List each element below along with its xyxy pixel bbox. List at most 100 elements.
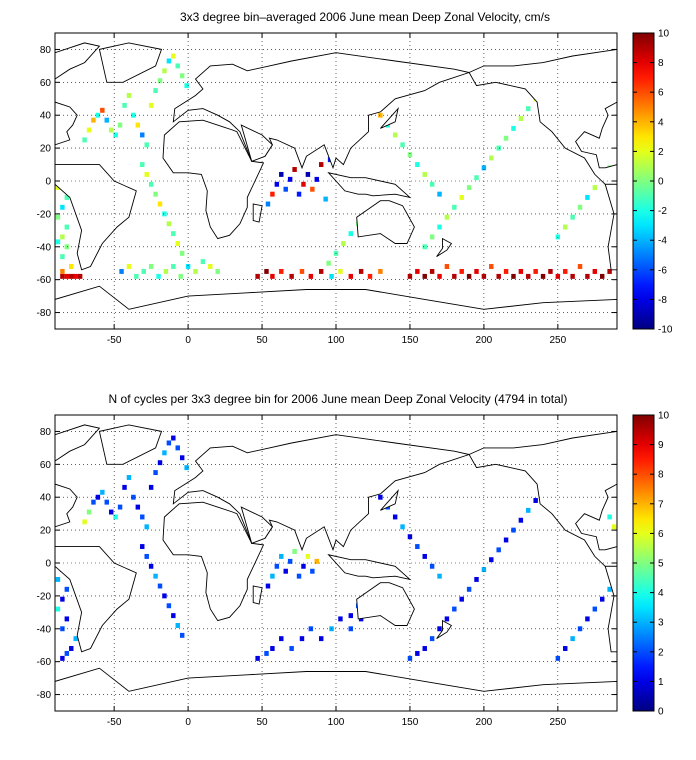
cycle-count-bin-cell — [64, 616, 70, 622]
velocity-bin-cell — [466, 185, 472, 191]
velocity-colorbar-tick-label: 4 — [658, 117, 664, 128]
velocity-bin-cell — [144, 171, 149, 177]
cycle-count-bin-cell — [466, 586, 472, 592]
velocity-bin-cell — [378, 268, 383, 274]
velocity-x-tick-label: -50 — [107, 335, 122, 346]
velocity-bin-cell — [607, 268, 612, 274]
velocity-bin-cell — [157, 78, 163, 84]
velocity-y-tick-label: -60 — [37, 275, 52, 286]
cycle-count-bin-cell — [310, 568, 315, 574]
velocity-colorbar-tick-label: 8 — [658, 58, 664, 69]
velocity-bin-cell — [415, 162, 420, 168]
velocity-bin-cell — [533, 268, 538, 274]
velocity-bin-cell — [407, 152, 413, 158]
cycle-count-bin-cell — [299, 636, 305, 642]
velocity-bin-cell — [148, 102, 154, 108]
velocity-colorbar-tick-label: 10 — [658, 29, 670, 40]
cycle-count-bin-cell — [570, 636, 575, 642]
velocity-bin-cell — [265, 201, 271, 207]
velocity-bin-cell — [429, 234, 435, 240]
cycle-count-bin-cell — [171, 613, 176, 619]
cycle-count-colorbar-tick-label: 3 — [658, 618, 664, 629]
cycle-count-colorbar-tick-label: 7 — [658, 499, 664, 510]
velocity-bin-cell — [310, 186, 315, 192]
cycle-count-bin-cell — [104, 499, 109, 505]
velocity-bin-cell — [511, 125, 516, 131]
velocity-bin-cell — [60, 204, 65, 210]
cycle-count-bin-cell — [503, 537, 509, 543]
velocity-bin-cell — [459, 194, 464, 200]
velocity-bin-cell — [452, 273, 457, 279]
cycle-count-bin-cell — [607, 586, 612, 592]
cycle-count-bin-cell — [179, 455, 185, 461]
velocity-y-tick-label: 80 — [40, 45, 52, 56]
velocity-bin-cell — [585, 273, 590, 279]
velocity-bin-cell — [64, 194, 70, 200]
cycle-count-bin-cell — [265, 583, 271, 589]
cycle-count-bin-cell — [86, 509, 92, 515]
velocity-bin-cell — [489, 155, 494, 161]
cycle-count-bin-cell — [577, 626, 583, 632]
cycle-count-bin-cell — [279, 553, 284, 559]
cycle-count-bin-cell — [607, 514, 612, 520]
velocity-y-tick-label: -80 — [37, 308, 52, 319]
velocity-bin-cell — [526, 273, 531, 279]
velocity-bin-cell — [69, 264, 74, 269]
velocity-bin-cell — [144, 142, 149, 148]
cycle-count-bin-cell — [60, 626, 65, 632]
cycle-count-bin-cell — [113, 514, 118, 520]
cycle-count-bin-cell — [148, 563, 154, 569]
velocity-bin-cell — [326, 260, 331, 266]
velocity-bin-cell — [429, 268, 435, 274]
velocity-colorbar-tick-label: 2 — [658, 147, 664, 158]
velocity-bin-cell — [175, 63, 180, 69]
cycle-count-bin-cell — [533, 498, 538, 503]
velocity-bin-cell — [592, 268, 598, 274]
cycle-count-x-tick-label: 100 — [328, 717, 345, 728]
velocity-bin-cell — [329, 273, 334, 279]
velocity-bin-cell — [135, 122, 141, 128]
velocity-colorbar-tick-label: -2 — [658, 206, 667, 217]
cycle-count-bin-cell — [407, 655, 413, 661]
cycle-count-land-madagascar — [252, 585, 263, 605]
cycle-count-y-tick-label: 80 — [40, 427, 52, 438]
cycle-count-map-title: N of cycles per 3x3 degree bin for 2006 … — [109, 392, 568, 406]
velocity-bin-cell — [466, 273, 472, 279]
cycle-count-gridlines — [55, 415, 617, 711]
velocity-bin-cell — [314, 176, 319, 182]
cycle-count-x-tick-label: 250 — [549, 717, 566, 728]
cycle-count-bin-cell — [407, 534, 413, 540]
cycle-count-land-australia — [356, 582, 415, 626]
cycle-count-bin-cell — [437, 573, 442, 579]
cycle-count-land-antarctica — [55, 667, 617, 711]
cycle-count-y-tick-label: -20 — [37, 591, 52, 602]
cycle-count-bin-cell — [264, 650, 269, 656]
velocity-bin-cell — [55, 185, 61, 191]
velocity-bin-cell — [119, 268, 124, 274]
velocity-bin-cell — [570, 214, 575, 220]
velocity-bin-cell — [305, 171, 311, 177]
velocity-land-new-zealand — [436, 237, 453, 257]
cycle-count-bin-cell — [314, 558, 319, 564]
velocity-bin-cell — [489, 264, 494, 269]
velocity-land-north-america-west — [468, 48, 617, 185]
velocity-bin-cell — [540, 273, 546, 279]
velocity-land-antarctica — [55, 285, 617, 329]
cycle-count-land-new-zealand — [436, 619, 453, 639]
cycle-count-y-tick-label: -40 — [37, 624, 52, 635]
velocity-bin-cell — [548, 268, 553, 274]
velocity-colorbar-tick-label: -10 — [658, 325, 673, 336]
cycle-count-bin-cell — [60, 655, 65, 661]
velocity-bin-cell — [301, 181, 306, 187]
velocity-bin-cell — [422, 244, 427, 250]
velocity-land-australia — [356, 200, 415, 244]
cycle-count-x-tick-label: 50 — [256, 717, 268, 728]
cycle-count-bin-cell — [82, 519, 87, 525]
velocity-bin-cell — [55, 214, 61, 220]
velocity-bin-cell — [577, 264, 583, 269]
cycle-count-bin-cell — [444, 616, 450, 622]
velocity-bin-cell — [296, 191, 302, 197]
velocity-bin-cell — [91, 117, 96, 123]
velocity-colorbar-tick-label: 0 — [658, 177, 664, 188]
cycle-count-bin-cell — [131, 494, 136, 500]
